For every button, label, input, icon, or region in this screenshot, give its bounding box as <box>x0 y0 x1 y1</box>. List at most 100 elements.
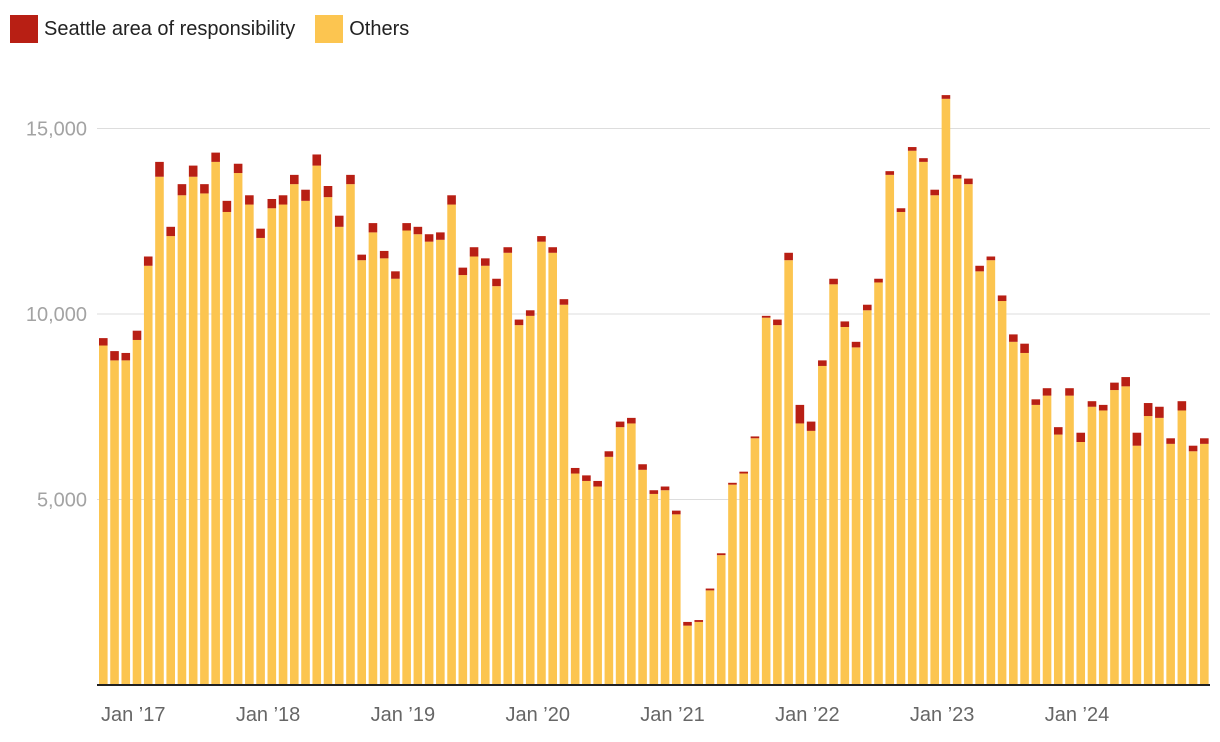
bar-seattle <box>357 254 366 261</box>
bar-others <box>840 326 850 685</box>
bar-seattle <box>795 404 805 424</box>
bar-others <box>391 278 400 685</box>
bar-seattle <box>290 174 299 185</box>
x-tick-label: Jan ’23 <box>910 704 975 726</box>
bar-seattle <box>537 236 546 242</box>
bar-others <box>1065 395 1074 685</box>
bar-others <box>312 165 322 686</box>
bar-others <box>627 423 636 685</box>
bar-others <box>525 315 535 685</box>
bar-others <box>1143 416 1153 685</box>
bar-others <box>143 265 153 685</box>
bar-seattle <box>447 195 456 205</box>
bar-others <box>110 360 119 686</box>
bar-seattle <box>975 265 984 272</box>
bar-seattle <box>930 189 939 196</box>
bar-seattle <box>402 223 411 231</box>
x-tick-label: Jan ’24 <box>1045 704 1110 726</box>
bar-others <box>233 173 243 685</box>
x-tick-label: Jan ’19 <box>371 704 436 726</box>
bar-seattle <box>1042 388 1052 396</box>
bar-others <box>964 184 973 685</box>
bar-seattle <box>222 200 232 212</box>
bar-others <box>99 345 108 685</box>
bar-seattle <box>862 304 872 311</box>
bar-others <box>1200 443 1209 685</box>
x-tick-label: Jan ’17 <box>101 704 166 726</box>
bar-others <box>290 184 299 685</box>
bar-seattle <box>121 352 131 361</box>
bar-others <box>907 150 917 685</box>
bar-others <box>615 427 625 685</box>
bar-seattle <box>391 271 400 279</box>
x-tick-label: Jan ’21 <box>640 704 705 726</box>
legend-label-others: Others <box>349 17 410 40</box>
bar-others <box>1121 386 1130 685</box>
bar-seattle <box>1200 438 1209 444</box>
bar-seattle <box>952 174 962 179</box>
bar-others <box>941 98 951 685</box>
bar-others <box>211 161 220 685</box>
bar-others <box>222 211 232 685</box>
bar-others <box>188 176 198 686</box>
bar-seattle <box>739 471 748 474</box>
bar-others <box>761 317 771 685</box>
bar-seattle <box>424 234 434 242</box>
bar-seattle <box>773 319 782 326</box>
bar-others <box>379 258 389 685</box>
legend-label-seattle: Seattle area of responsibility <box>44 17 296 40</box>
bar-others <box>728 484 737 685</box>
bar-others <box>1098 410 1108 685</box>
bar-seattle <box>750 436 760 439</box>
y-tick-label: 10,000 <box>26 304 87 326</box>
bar-others <box>346 184 355 685</box>
bar-seattle <box>728 482 737 485</box>
bar-seattle <box>233 163 243 174</box>
bar-seattle <box>99 338 108 346</box>
bar-seattle <box>1110 382 1119 391</box>
bar-seattle <box>166 226 176 237</box>
bar-seattle <box>694 620 704 622</box>
bar-others <box>1188 451 1198 685</box>
bar-seattle <box>649 490 659 494</box>
bar-seattle <box>604 451 614 457</box>
bar-others <box>851 347 861 685</box>
legend-swatch-others <box>315 15 344 43</box>
bar-others <box>256 237 265 685</box>
bar-seattle <box>907 147 917 151</box>
bar-others <box>559 304 569 685</box>
bar-seattle <box>1143 403 1153 417</box>
bar-seattle <box>469 247 479 257</box>
bar-seattle <box>997 295 1007 302</box>
legend-item-seattle: Seattle area of responsibility <box>10 15 295 43</box>
bar-seattle <box>155 161 164 177</box>
bar-seattle <box>525 310 535 316</box>
bar-seattle <box>503 247 513 253</box>
bar-seattle <box>1065 388 1074 396</box>
bar-others <box>200 193 209 685</box>
bar-seattle <box>323 186 333 198</box>
bar-others <box>402 230 411 685</box>
bars <box>99 95 1209 686</box>
x-tick-label: Jan ’18 <box>236 704 301 726</box>
bar-seattle <box>1031 399 1041 405</box>
bar-seattle <box>705 588 715 591</box>
bar-others <box>436 239 445 686</box>
bar-others <box>660 490 670 685</box>
bar-seattle <box>716 553 726 556</box>
bar-others <box>604 456 614 685</box>
bar-others <box>593 486 602 685</box>
bar-others <box>986 260 996 685</box>
bar-others <box>469 256 479 685</box>
bar-seattle <box>368 223 378 233</box>
bar-others <box>829 284 838 685</box>
bar-others <box>1031 404 1041 685</box>
bar-others <box>357 260 366 685</box>
bar-others <box>919 161 928 685</box>
bar-seattle <box>143 256 153 266</box>
bar-seattle <box>683 621 692 626</box>
bar-others <box>1110 390 1119 685</box>
bar-seattle <box>110 351 119 361</box>
bar-seattle <box>784 252 793 261</box>
bar-others <box>795 423 805 685</box>
